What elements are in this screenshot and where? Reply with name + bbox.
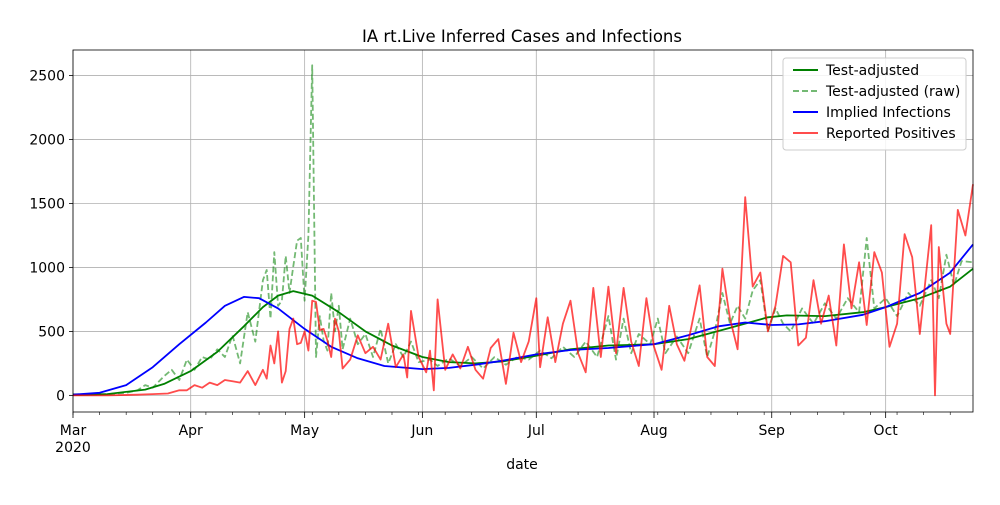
y-axis: 0 500 1000 1500 2000 2500 (29, 69, 73, 404)
y-tick-label: 0 (56, 388, 65, 404)
series-line-4 (73, 184, 974, 397)
series-layer (72, 64, 974, 397)
x-tick-label: May (290, 423, 319, 439)
x-tick-label: Aug (640, 423, 667, 439)
plot-frame (72, 49, 974, 413)
y-tick-label: 1500 (29, 196, 65, 212)
legend-label: Test-adjusted (raw) (825, 84, 960, 100)
grid (72, 50, 973, 412)
legend-box (782, 57, 967, 151)
x-tick-label: Jun (410, 423, 433, 439)
legend-label: Reported Positives (826, 126, 956, 142)
y-tick-label: 2000 (29, 133, 65, 149)
y-tick-label: 500 (38, 324, 65, 340)
y-tick-label: 2500 (29, 69, 65, 85)
legend: Test-adjusted Test-adjusted (raw) Implied … (782, 57, 967, 151)
x-tick-label: Sep (759, 423, 786, 439)
legend-label: Test-adjusted (825, 63, 919, 79)
x-tick-label: Jul (527, 423, 545, 439)
y-tick-label: 1000 (29, 260, 65, 276)
legend-label: Implied Infections (826, 105, 951, 121)
chart-title: IA rt.Live Inferred Cases and Infections (362, 27, 682, 46)
x-tick-label: Apr (179, 423, 203, 439)
x-axis-label: date (506, 457, 538, 473)
x-tick-sublabel: 2020 (55, 440, 91, 456)
series-line-3 (72, 243, 974, 396)
x-tick-label: Oct (874, 423, 899, 439)
x-tick-label: Mar (60, 423, 87, 439)
